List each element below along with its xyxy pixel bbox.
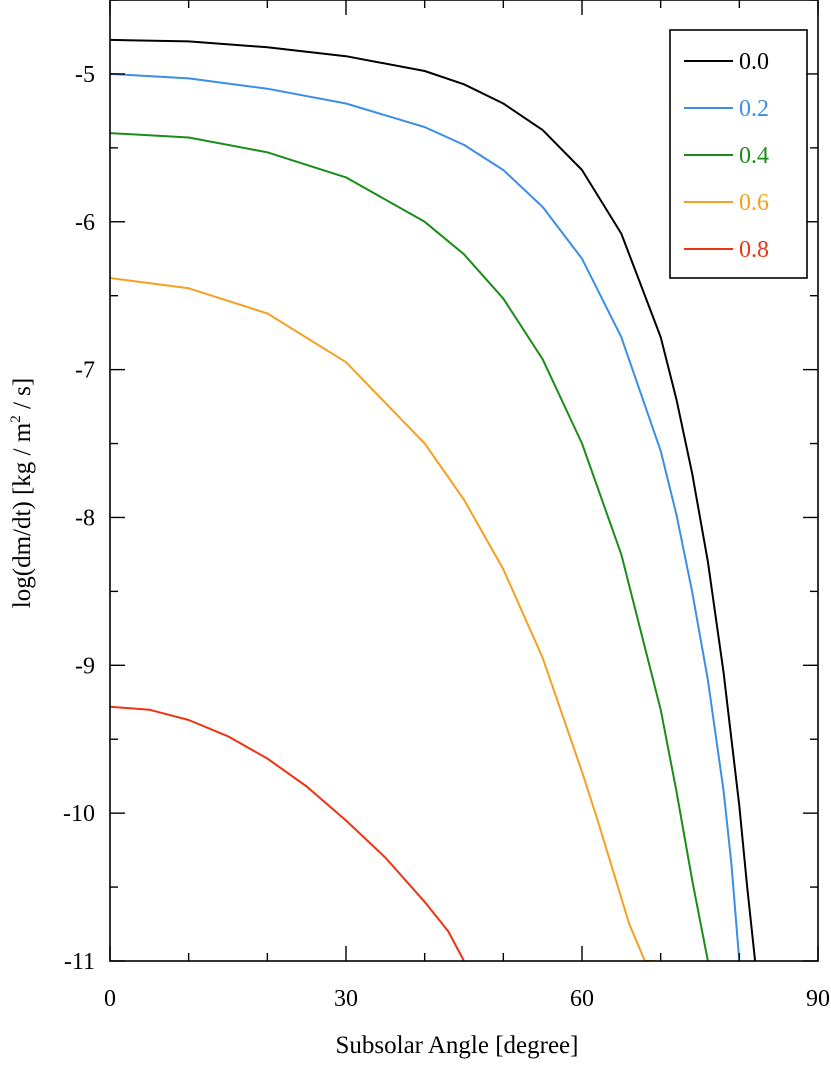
legend: 0.0 0.2 0.4 0.6 0.8	[669, 29, 808, 279]
legend-label: 0.6	[739, 190, 769, 216]
legend-label: 0.8	[739, 237, 769, 263]
x-tick-label: 0	[104, 986, 116, 1012]
y-tick-label: -7	[75, 358, 95, 384]
x-axis-title: Subsolar Angle [degree]	[336, 1032, 579, 1059]
y-tick-label: -6	[75, 210, 95, 236]
series-line-0-0	[110, 38, 757, 961]
y-tick-label: -11	[64, 949, 95, 975]
series-line-0-2	[110, 72, 741, 961]
legend-label: 0.2	[739, 96, 769, 122]
plot-frame	[109, 0, 819, 962]
series-line-0-4	[110, 132, 709, 961]
x-tick-label: 30	[334, 986, 358, 1012]
series-line-0-8	[110, 705, 465, 961]
y-tick-label: -9	[75, 653, 95, 679]
legend-label: 0.0	[739, 49, 769, 75]
plot-marks	[110, 38, 757, 961]
legend-label: 0.4	[739, 143, 769, 169]
tick-labels: 0 30 60 90 -11 -10 -9 -8 -7 -6 -5	[63, 62, 830, 1012]
series-line-0-6	[110, 277, 656, 961]
y-tick-label: -5	[75, 62, 95, 88]
y-tick-label: -10	[63, 801, 95, 827]
y-tick-label: -8	[75, 505, 95, 531]
x-tick-label: 90	[806, 986, 830, 1012]
y-axis-title: log(dm/dt) [kg / m2 / s]	[8, 378, 36, 608]
x-tick-label: 60	[570, 986, 594, 1012]
